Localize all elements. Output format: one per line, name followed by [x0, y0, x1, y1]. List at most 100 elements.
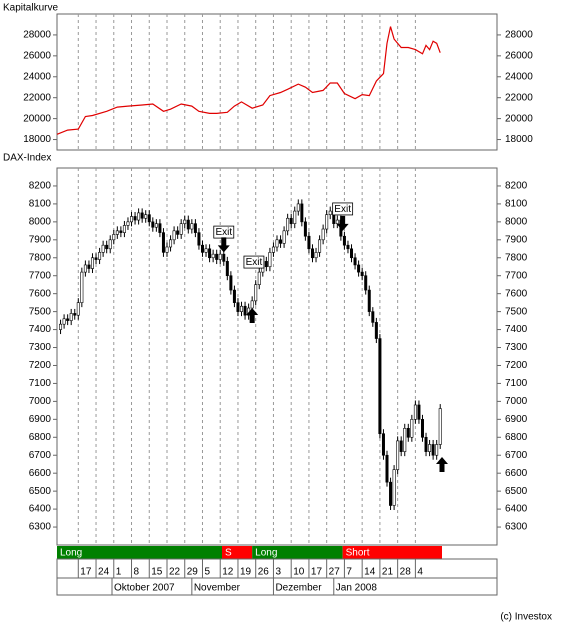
candle-body — [154, 223, 158, 228]
candle-body — [357, 264, 361, 273]
candle-body — [286, 217, 290, 232]
y-tick-label: 22000 — [23, 92, 51, 103]
candle-body — [161, 232, 165, 253]
signal-segment — [342, 546, 442, 559]
candle-body — [183, 219, 187, 224]
y-tick-label: 7600 — [29, 288, 52, 299]
x-tick-label: 8 — [134, 567, 140, 578]
candle-body — [76, 302, 80, 316]
candle-body — [389, 481, 393, 506]
y-tick-label: 6800 — [29, 432, 52, 443]
y-tick-label: 26000 — [23, 50, 51, 61]
month-label: November — [194, 583, 241, 594]
y-tick-label: 6700 — [29, 450, 52, 461]
x-tick-label: 17 — [311, 567, 323, 578]
candle-body — [325, 214, 329, 230]
candle-body — [293, 210, 297, 224]
panel-frame — [56, 13, 498, 151]
candle-body — [204, 248, 208, 253]
candle-body — [80, 271, 84, 303]
candle-body — [69, 313, 73, 321]
y-tick-label: 6300 — [505, 522, 528, 533]
exit-label: Exit — [215, 227, 232, 238]
candle-body — [438, 408, 442, 445]
candle-body — [172, 230, 176, 241]
candle-body — [310, 248, 314, 259]
x-tick-label: 12 — [222, 567, 234, 578]
x-tick-label: 21 — [382, 567, 394, 578]
candle-body — [87, 264, 91, 269]
y-tick-label: 26000 — [505, 50, 533, 61]
candle-body — [229, 275, 233, 291]
candle-body — [62, 318, 66, 325]
candle-body — [271, 246, 275, 253]
exit-label: Exit — [334, 204, 351, 215]
candle-body — [66, 318, 70, 321]
candle-body — [218, 253, 222, 260]
signal-label: S — [225, 548, 232, 559]
candle-body — [282, 230, 286, 244]
candle-body — [328, 210, 332, 215]
x-tick-label: 24 — [98, 567, 110, 578]
candle-body — [335, 219, 339, 224]
candle-body — [378, 338, 382, 434]
candle-body — [186, 219, 190, 230]
y-tick-label: 7100 — [29, 378, 52, 389]
candle-body — [83, 264, 87, 273]
candle-body — [222, 253, 226, 262]
top-panel-title: Kapitalkurve — [3, 3, 58, 14]
x-tick-label: 28 — [400, 567, 412, 578]
candle-body — [169, 239, 173, 248]
candle-body — [90, 257, 94, 269]
y-tick-label: 18000 — [505, 134, 533, 145]
candle-body — [250, 300, 254, 309]
candle-body — [268, 252, 272, 268]
candle-body — [165, 246, 169, 253]
candle-body — [105, 244, 109, 250]
x-tick-label: 29 — [187, 567, 199, 578]
candle-body — [122, 225, 126, 233]
y-tick-label: 7200 — [505, 360, 528, 371]
y-tick-label: 6500 — [505, 486, 528, 497]
y-tick-label: 8200 — [505, 181, 528, 192]
candle-body — [392, 469, 396, 506]
candle-body — [94, 257, 98, 260]
y-tick-label: 7300 — [29, 342, 52, 353]
x-tick-label: 4 — [417, 567, 423, 578]
y-tick-label: 7600 — [505, 288, 528, 299]
y-tick-label: 8200 — [29, 181, 52, 192]
candle-body — [367, 289, 371, 312]
month-label: Oktober 2007 — [114, 583, 175, 594]
signal-label: Long — [60, 548, 82, 559]
candle-body — [140, 212, 144, 219]
y-tick-label: 7500 — [505, 306, 528, 317]
y-tick-label: 6600 — [29, 468, 52, 479]
signal-segment — [222, 546, 253, 559]
candle-body — [410, 419, 414, 438]
candle-body — [417, 404, 421, 420]
candle-body — [147, 214, 151, 223]
x-tick-label: 14 — [364, 567, 376, 578]
candle-body — [193, 223, 197, 233]
exit-label: Exit — [246, 257, 263, 268]
candle-body — [289, 217, 293, 224]
candle-body — [264, 261, 268, 268]
candle-body — [133, 216, 137, 221]
month-row-frame — [56, 577, 498, 596]
equity-line — [56, 26, 441, 135]
y-tick-label: 24000 — [23, 71, 51, 82]
candle-body — [296, 203, 300, 212]
candle-body — [215, 253, 219, 260]
signal-arrow — [436, 457, 448, 473]
candle-body — [435, 444, 439, 456]
candle-body — [119, 230, 123, 233]
y-tick-label: 24000 — [505, 71, 533, 82]
candle-body — [406, 428, 410, 438]
y-tick-label: 6700 — [505, 450, 528, 461]
candle-body — [385, 454, 389, 483]
x-tick-label: 10 — [293, 567, 305, 578]
candle-body — [243, 305, 247, 316]
y-tick-label: 6900 — [505, 414, 528, 425]
exit-box — [332, 202, 354, 216]
